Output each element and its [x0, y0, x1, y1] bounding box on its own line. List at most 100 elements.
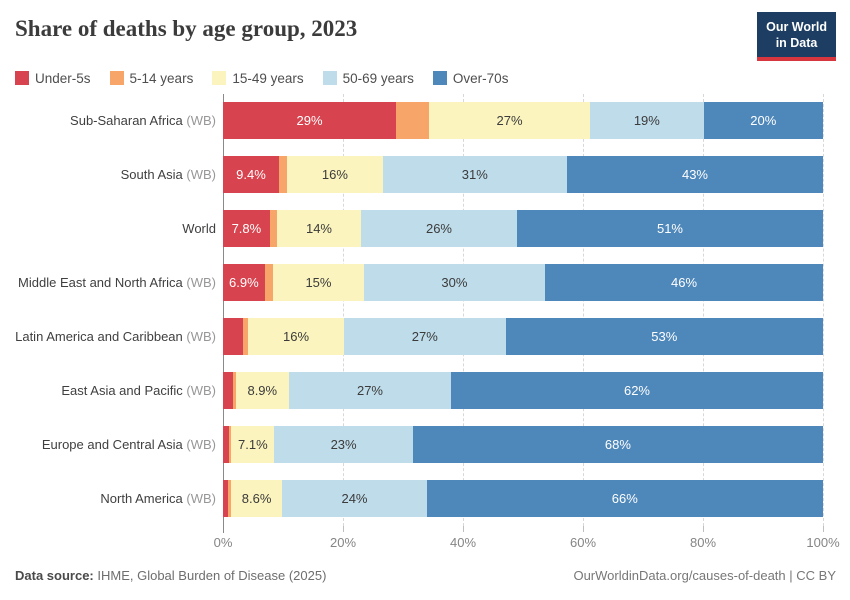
entity-name: Sub-Saharan Africa [70, 112, 183, 128]
bar-segment-value: 31% [461, 167, 488, 182]
legend-swatch-icon [109, 71, 124, 85]
bar-segment-value: 53% [651, 329, 678, 344]
page-title: Share of deaths by age group, 2023 [15, 16, 358, 41]
bar-row: 29% 27% 19% 20% [223, 94, 823, 148]
entity-suffix: (WB) [182, 112, 216, 128]
bar-segment-value: 19% [633, 113, 660, 128]
owid-logo[interactable]: Our World in Data [757, 12, 836, 61]
bar-segment-under-5s[interactable] [223, 318, 243, 355]
bar-segment-over-70s[interactable]: 53% [505, 318, 823, 355]
bar-segment-5-14-years[interactable] [232, 372, 236, 409]
bar-segment-50-69-years[interactable]: 26% [360, 210, 517, 247]
x-tick-mark [343, 525, 344, 532]
bar-row: 8.6% 24% 66% [223, 472, 823, 526]
bar-segment-15-49-years[interactable]: 16% [248, 318, 344, 355]
x-tick-mark [703, 525, 704, 532]
data-source-text: IHME, Global Burden of Disease (2025) [97, 567, 327, 583]
bar-sub-saharan-africa: 29% 27% 19% 20% [223, 102, 823, 139]
legend-item-15-49-years[interactable]: 15-49 years [212, 70, 304, 86]
bar-segment-value: 7.8% [231, 221, 262, 236]
bar-segment-15-49-years[interactable]: 8.6% [230, 480, 283, 517]
legend-item-under-5s[interactable]: Under-5s [15, 71, 91, 86]
legend-swatch-icon [432, 71, 447, 85]
bar-segment-under-5s[interactable] [223, 372, 233, 409]
row-label-latin-america-and-caribbean[interactable]: Latin America and Caribbean (WB) [15, 310, 223, 364]
owid-link[interactable]: OurWorldinData.org/causes-of-death [573, 567, 786, 583]
bar-segment-50-69-years[interactable]: 24% [282, 480, 427, 517]
row-label-middle-east-and-north-africa[interactable]: Middle East and North Africa (WB) [15, 256, 223, 310]
bar-segment-value: 62% [623, 383, 650, 398]
bar-world: 7.8% 14% 26% 51% [223, 210, 823, 247]
bar-segment-5-14-years[interactable] [269, 210, 277, 247]
bar-segment-over-70s[interactable]: 46% [545, 264, 823, 301]
x-tick-mark [223, 525, 224, 533]
bar-segment-15-49-years[interactable]: 16% [287, 156, 383, 193]
legend: Under-5s 5-14 years 15-49 years 50-69 years… [15, 71, 836, 86]
bar-segment-over-70s[interactable]: 43% [567, 156, 823, 193]
bar-segment-over-70s[interactable]: 62% [450, 372, 823, 409]
bar-segment-50-69-years[interactable]: 27% [343, 318, 506, 355]
bar-segment-under-5s[interactable] [223, 426, 230, 463]
bar-segment-over-70s[interactable]: 68% [412, 426, 823, 463]
bar-segment-under-5s[interactable]: 6.9% [223, 264, 265, 301]
stacked-bar-chart: Sub-Saharan Africa (WB) South Asia (WB) Wo… [15, 93, 840, 556]
x-tick-label: 60% [569, 534, 597, 550]
bar-segment-50-69-years[interactable]: 19% [590, 102, 704, 139]
bar-segment-5-14-years[interactable] [229, 426, 232, 463]
bar-segment-50-69-years[interactable]: 31% [382, 156, 568, 193]
bar-segment-15-49-years[interactable]: 15% [273, 264, 364, 301]
row-labels-column: Sub-Saharan Africa (WB) South Asia (WB) Wo… [15, 94, 223, 556]
bar-segment-over-70s[interactable]: 51% [516, 210, 823, 247]
bar-segment-5-14-years[interactable] [264, 264, 274, 301]
bar-row: 16% 27% 53% [223, 310, 823, 364]
bar-segment-15-49-years[interactable]: 14% [276, 210, 361, 247]
bar-latin-america-and-caribbean: 16% 27% 53% [223, 318, 823, 355]
bar-south-asia: 9.4% 16% 31% 43% [223, 156, 823, 193]
row-label-north-america[interactable]: North America (WB) [15, 472, 223, 526]
bar-row: 8.9% 27% 62% [223, 364, 823, 418]
bar-segment-under-5s[interactable] [223, 480, 229, 517]
entity-suffix: (WB) [182, 274, 216, 290]
bar-segment-under-5s[interactable]: 29% [223, 102, 397, 139]
row-label-east-asia-and-pacific[interactable]: East Asia and Pacific (WB) [15, 364, 223, 418]
bar-segment-50-69-years[interactable]: 27% [288, 372, 451, 409]
bar-segment-5-14-years[interactable] [242, 318, 249, 355]
bar-segment-5-14-years[interactable] [278, 156, 288, 193]
gridline [823, 93, 824, 526]
bar-segment-15-49-years[interactable]: 8.9% [235, 372, 289, 409]
owid-logo-line2: in Data [775, 36, 818, 51]
bar-segment-50-69-years[interactable]: 30% [363, 264, 546, 301]
bar-segment-value: 29% [296, 113, 323, 128]
bar-segment-under-5s[interactable]: 7.8% [223, 210, 270, 247]
bar-segment-50-69-years[interactable]: 23% [274, 426, 413, 463]
header: Share of deaths by age group, 2023 Our W… [15, 12, 836, 61]
bar-segment-under-5s[interactable]: 9.4% [223, 156, 279, 193]
legend-label: 5-14 years [129, 70, 194, 86]
bar-segment-value: 51% [656, 221, 683, 236]
bar-segment-over-70s[interactable]: 66% [426, 480, 823, 517]
x-tick-label: 40% [449, 534, 477, 550]
bar-segment-over-70s[interactable]: 20% [703, 102, 823, 139]
row-label-world[interactable]: World [15, 202, 223, 256]
row-label-europe-and-central-asia[interactable]: Europe and Central Asia (WB) [15, 418, 223, 472]
bar-segment-value: 68% [604, 437, 631, 452]
bar-segment-15-49-years[interactable]: 27% [428, 102, 591, 139]
legend-label: 50-69 years [342, 70, 414, 86]
bar-segment-5-14-years[interactable] [228, 480, 231, 517]
bar-row: 9.4% 16% 31% 43% [223, 148, 823, 202]
legend-item-5-14-years[interactable]: 5-14 years [109, 70, 194, 86]
entity-name: Middle East and North Africa [18, 274, 183, 290]
legend-item-over-70s[interactable]: Over-70s [432, 71, 508, 86]
bar-segment-15-49-years[interactable]: 7.1% [231, 426, 275, 463]
row-label-south-asia[interactable]: South Asia (WB) [15, 148, 223, 202]
row-label-sub-saharan-africa[interactable]: Sub-Saharan Africa (WB) [15, 94, 223, 148]
bar-segment-5-14-years[interactable] [396, 102, 429, 139]
legend-item-50-69-years[interactable]: 50-69 years [322, 70, 414, 86]
license-label[interactable]: CC BY [796, 567, 836, 583]
bar-segment-value: 23% [330, 437, 357, 452]
x-tick-label: 0% [213, 534, 233, 550]
bar-rows: 29% 27% 19% 20% 9.4% 16% 31% 43% 7.8% 14% 26% 51% 6.… [223, 94, 823, 526]
legend-label: 15-49 years [232, 70, 304, 86]
bar-row: 7.8% 14% 26% 51% [223, 202, 823, 256]
